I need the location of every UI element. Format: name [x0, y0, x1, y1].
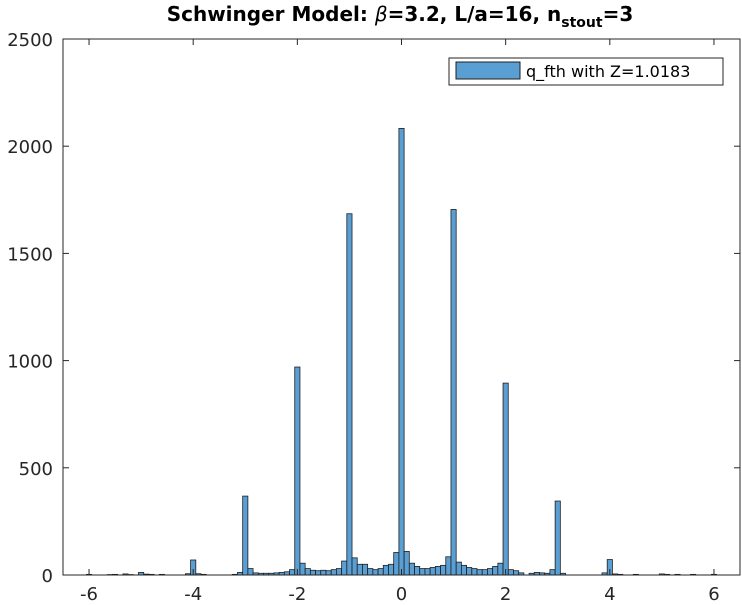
histogram-bar	[502, 382, 509, 576]
y-tick-label: 500	[19, 459, 53, 480]
chart-title: Schwinger Model: β=3.2, L/a=16, nstout=3	[167, 2, 634, 31]
y-tick-label: 1000	[7, 352, 53, 373]
legend-swatch	[455, 61, 521, 80]
x-tick-label: 0	[396, 584, 407, 605]
bars-group	[86, 127, 717, 576]
histogram-bar	[513, 570, 520, 576]
histogram-bar	[315, 570, 322, 576]
y-tick-label: 2000	[7, 137, 53, 158]
histogram-bar	[424, 568, 431, 576]
y-tick-label: 2500	[7, 30, 53, 51]
histogram-bar	[362, 563, 369, 576]
histogram-bar	[440, 564, 447, 576]
legend-label: q_fth with Z=1.0183	[526, 62, 690, 82]
y-tick-label: 1500	[7, 244, 53, 265]
x-tick-label: 2	[500, 584, 511, 605]
x-tick-label: 6	[708, 584, 719, 605]
histogram-bar	[335, 568, 343, 576]
histogram-bar	[429, 567, 436, 576]
histogram-bar	[408, 562, 415, 576]
histogram-bar	[419, 568, 426, 576]
x-tick-label: -2	[288, 584, 306, 605]
x-tick-label: -6	[80, 584, 98, 605]
histogram-bar	[481, 569, 488, 576]
histogram-bar	[330, 569, 337, 576]
histogram-bar	[242, 495, 249, 576]
histogram-bar	[289, 569, 296, 576]
x-axis: -6 -4 -2 0 2 4 6	[80, 39, 720, 605]
histogram-bar	[388, 563, 395, 576]
histogram-bar	[377, 568, 384, 576]
histogram-bar	[450, 209, 457, 576]
histogram-bar	[434, 566, 441, 576]
histogram-bar	[304, 568, 311, 576]
histogram-bar	[356, 563, 363, 576]
histogram-bar	[247, 568, 254, 576]
histogram-bar	[507, 569, 514, 576]
histogram-bar	[398, 127, 405, 576]
histogram-bar	[382, 564, 389, 576]
histogram-bar	[341, 560, 348, 576]
histogram-bar	[497, 562, 504, 576]
histogram-bar	[294, 366, 301, 576]
histogram-bar	[492, 566, 499, 576]
histogram-bar	[466, 567, 473, 576]
histogram-bar	[414, 566, 421, 576]
histogram-bar	[346, 213, 353, 576]
histogram-bar	[476, 569, 483, 576]
histogram-bar	[549, 569, 556, 576]
histogram-bar	[299, 562, 306, 576]
histogram-bar	[351, 557, 358, 576]
histogram-bar	[325, 570, 332, 576]
histogram-bar	[445, 556, 452, 576]
histogram-bar	[403, 551, 410, 576]
legend: q_fth with Z=1.0183	[448, 57, 724, 86]
histogram-bar	[393, 552, 400, 576]
histogram-bar	[455, 561, 462, 576]
x-tick-label: -4	[184, 584, 202, 605]
histogram-bar	[487, 568, 494, 576]
histogram-bar	[320, 569, 327, 576]
histogram-bar	[471, 568, 478, 576]
histogram-bar	[309, 569, 316, 576]
y-tick-label: 0	[42, 566, 53, 587]
histogram-bar	[367, 568, 374, 576]
histogram-bar	[372, 569, 379, 576]
y-axis: 0 500 1000 1500 2000 2500	[7, 30, 740, 587]
x-tick-label: 4	[604, 584, 615, 605]
histogram-bar	[554, 500, 561, 576]
histogram-bar	[460, 564, 468, 576]
